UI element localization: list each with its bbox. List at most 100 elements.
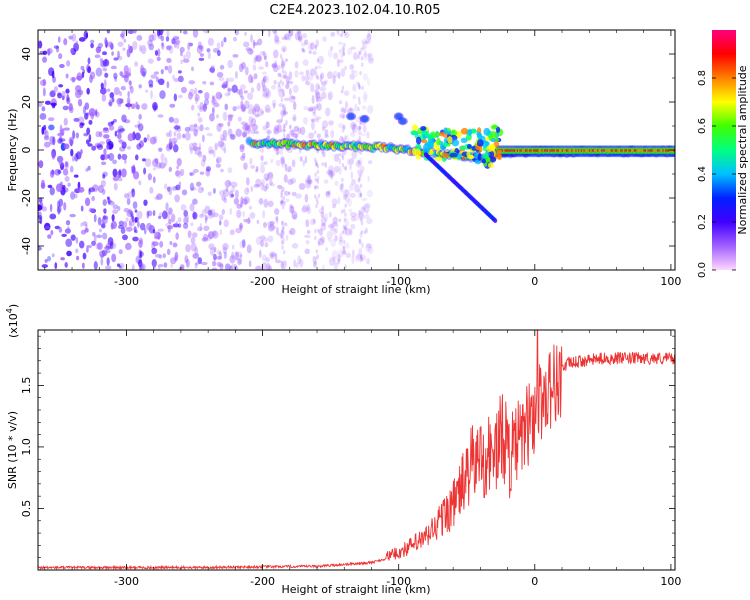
spectrogram-cell bbox=[103, 154, 109, 161]
spectrogram-cell bbox=[138, 180, 142, 186]
spectrogram-cell bbox=[241, 152, 246, 159]
spectrogram-cell bbox=[311, 121, 315, 131]
spectrogram-cell bbox=[301, 48, 306, 53]
spectrogram-cell bbox=[260, 239, 264, 248]
spectrogram-cell bbox=[41, 106, 46, 112]
spectrogram-cell bbox=[127, 133, 134, 142]
spectrogram-cell bbox=[342, 189, 349, 198]
spectrogram-cell bbox=[128, 217, 135, 227]
spectrogram-cell bbox=[318, 228, 323, 236]
spectrogram-cell bbox=[204, 98, 210, 106]
spectrogram-cell bbox=[91, 145, 97, 151]
spectrogram-cell bbox=[175, 221, 179, 225]
spectrogram-cell bbox=[324, 79, 328, 84]
spectrogram-cell bbox=[137, 123, 144, 132]
spectrogram-cell bbox=[194, 93, 200, 102]
spectrogram-cell bbox=[283, 190, 289, 196]
spectrogram-cell bbox=[314, 44, 317, 49]
spectrogram-cell bbox=[357, 160, 361, 165]
spectrogram-cell bbox=[320, 216, 327, 225]
spectrogram-cell bbox=[101, 94, 107, 102]
spectrogram-cell bbox=[180, 86, 187, 94]
spectrogram-cell bbox=[134, 124, 140, 128]
spectrogram-cell bbox=[183, 30, 188, 35]
spectrogram-cell bbox=[365, 39, 368, 48]
spectrogram-cell bbox=[259, 51, 265, 56]
spectrogram-cell bbox=[264, 104, 271, 113]
spectrogram-cell bbox=[133, 171, 140, 180]
spectrogram-cell bbox=[262, 50, 266, 57]
spectrogram-cell bbox=[304, 177, 311, 183]
spectrogram-cell bbox=[301, 47, 305, 52]
spectrogram-cell bbox=[328, 256, 336, 266]
spectrogram-cell bbox=[343, 249, 346, 254]
spectrogram-cell bbox=[397, 117, 408, 126]
spectrogram-cell bbox=[102, 67, 108, 72]
spectrogram-cell bbox=[236, 203, 243, 209]
spectrogram-cell bbox=[237, 116, 242, 122]
spectrogram-cell bbox=[262, 74, 270, 84]
spectrogram-cell bbox=[189, 146, 193, 155]
spectrogram-cell bbox=[304, 234, 311, 238]
spectrogram-cell bbox=[366, 189, 374, 198]
spectrogram-cell bbox=[190, 187, 197, 191]
spectrogram-cell bbox=[126, 145, 132, 150]
spectrogram-cell bbox=[138, 249, 142, 258]
spectrogram-cell bbox=[223, 197, 228, 204]
spectrogram-cell bbox=[176, 132, 182, 140]
spectrogram-cell bbox=[128, 220, 132, 227]
spectrogram-cell bbox=[360, 256, 364, 262]
spectrogram-cell bbox=[73, 117, 80, 122]
spectrogram-cell bbox=[126, 48, 131, 58]
spectrogram-cell bbox=[279, 79, 283, 84]
spectrogram-cell bbox=[335, 223, 339, 228]
spectrogram-cell bbox=[306, 203, 310, 212]
spectrogram-cell bbox=[116, 133, 122, 140]
spectrogram-cell bbox=[337, 152, 342, 157]
spectrogram-cell bbox=[288, 88, 292, 96]
spectrogram-cell bbox=[321, 126, 326, 132]
spectrogram-cell bbox=[283, 133, 286, 138]
spectrogram-cell bbox=[152, 176, 156, 184]
spectrogram-cell bbox=[42, 78, 46, 86]
spectrogram-cell bbox=[248, 116, 253, 124]
spectrogram-cell bbox=[160, 68, 164, 75]
spectrogram-cell bbox=[70, 47, 74, 54]
spectrogram-cell bbox=[203, 233, 209, 241]
spectrogram-cell bbox=[249, 123, 253, 128]
spectrogram-cell bbox=[451, 139, 460, 147]
spectrogram-cell bbox=[229, 229, 235, 236]
spectrogram-cell bbox=[267, 172, 274, 181]
spectrogram-cell bbox=[69, 165, 74, 173]
spectrogram-cell bbox=[355, 81, 361, 86]
x-tick-label: 100 bbox=[660, 575, 681, 588]
spectrogram-cell bbox=[171, 38, 176, 45]
spectrogram-cell bbox=[201, 209, 207, 218]
spectrogram-cell bbox=[204, 216, 208, 221]
spectrogram-cell bbox=[224, 103, 228, 111]
spectrogram-cell bbox=[347, 107, 355, 114]
spectrogram-cell bbox=[441, 152, 450, 159]
spectrogram-cell bbox=[350, 215, 356, 222]
spectrogram-cell bbox=[187, 91, 193, 100]
spectrogram-cell bbox=[207, 191, 212, 197]
spectrogram-cell bbox=[54, 225, 61, 230]
spectrogram-cell bbox=[357, 212, 365, 221]
spectrogram-cell bbox=[344, 31, 347, 36]
spectrogram-cell bbox=[236, 258, 242, 266]
spectrogram-cell bbox=[99, 228, 102, 233]
spectrogram-cell bbox=[227, 114, 234, 118]
spectrogram-cell bbox=[351, 70, 355, 74]
spectrogram-cell bbox=[202, 80, 207, 85]
spectrogram-cell bbox=[350, 46, 356, 50]
spectrogram-cell bbox=[136, 221, 140, 228]
spectrogram-cell bbox=[350, 171, 354, 180]
colorbar-tick-label: 0.0 bbox=[697, 262, 708, 278]
spectrogram-cell bbox=[337, 196, 341, 205]
spectrogram-cell bbox=[90, 42, 94, 49]
spectrogram-cell bbox=[316, 169, 320, 175]
spectrogram-cell bbox=[270, 84, 277, 90]
spectrogram-cell bbox=[106, 257, 110, 266]
x-tick-label: -200 bbox=[250, 275, 275, 288]
spectrogram-cell bbox=[341, 250, 344, 255]
